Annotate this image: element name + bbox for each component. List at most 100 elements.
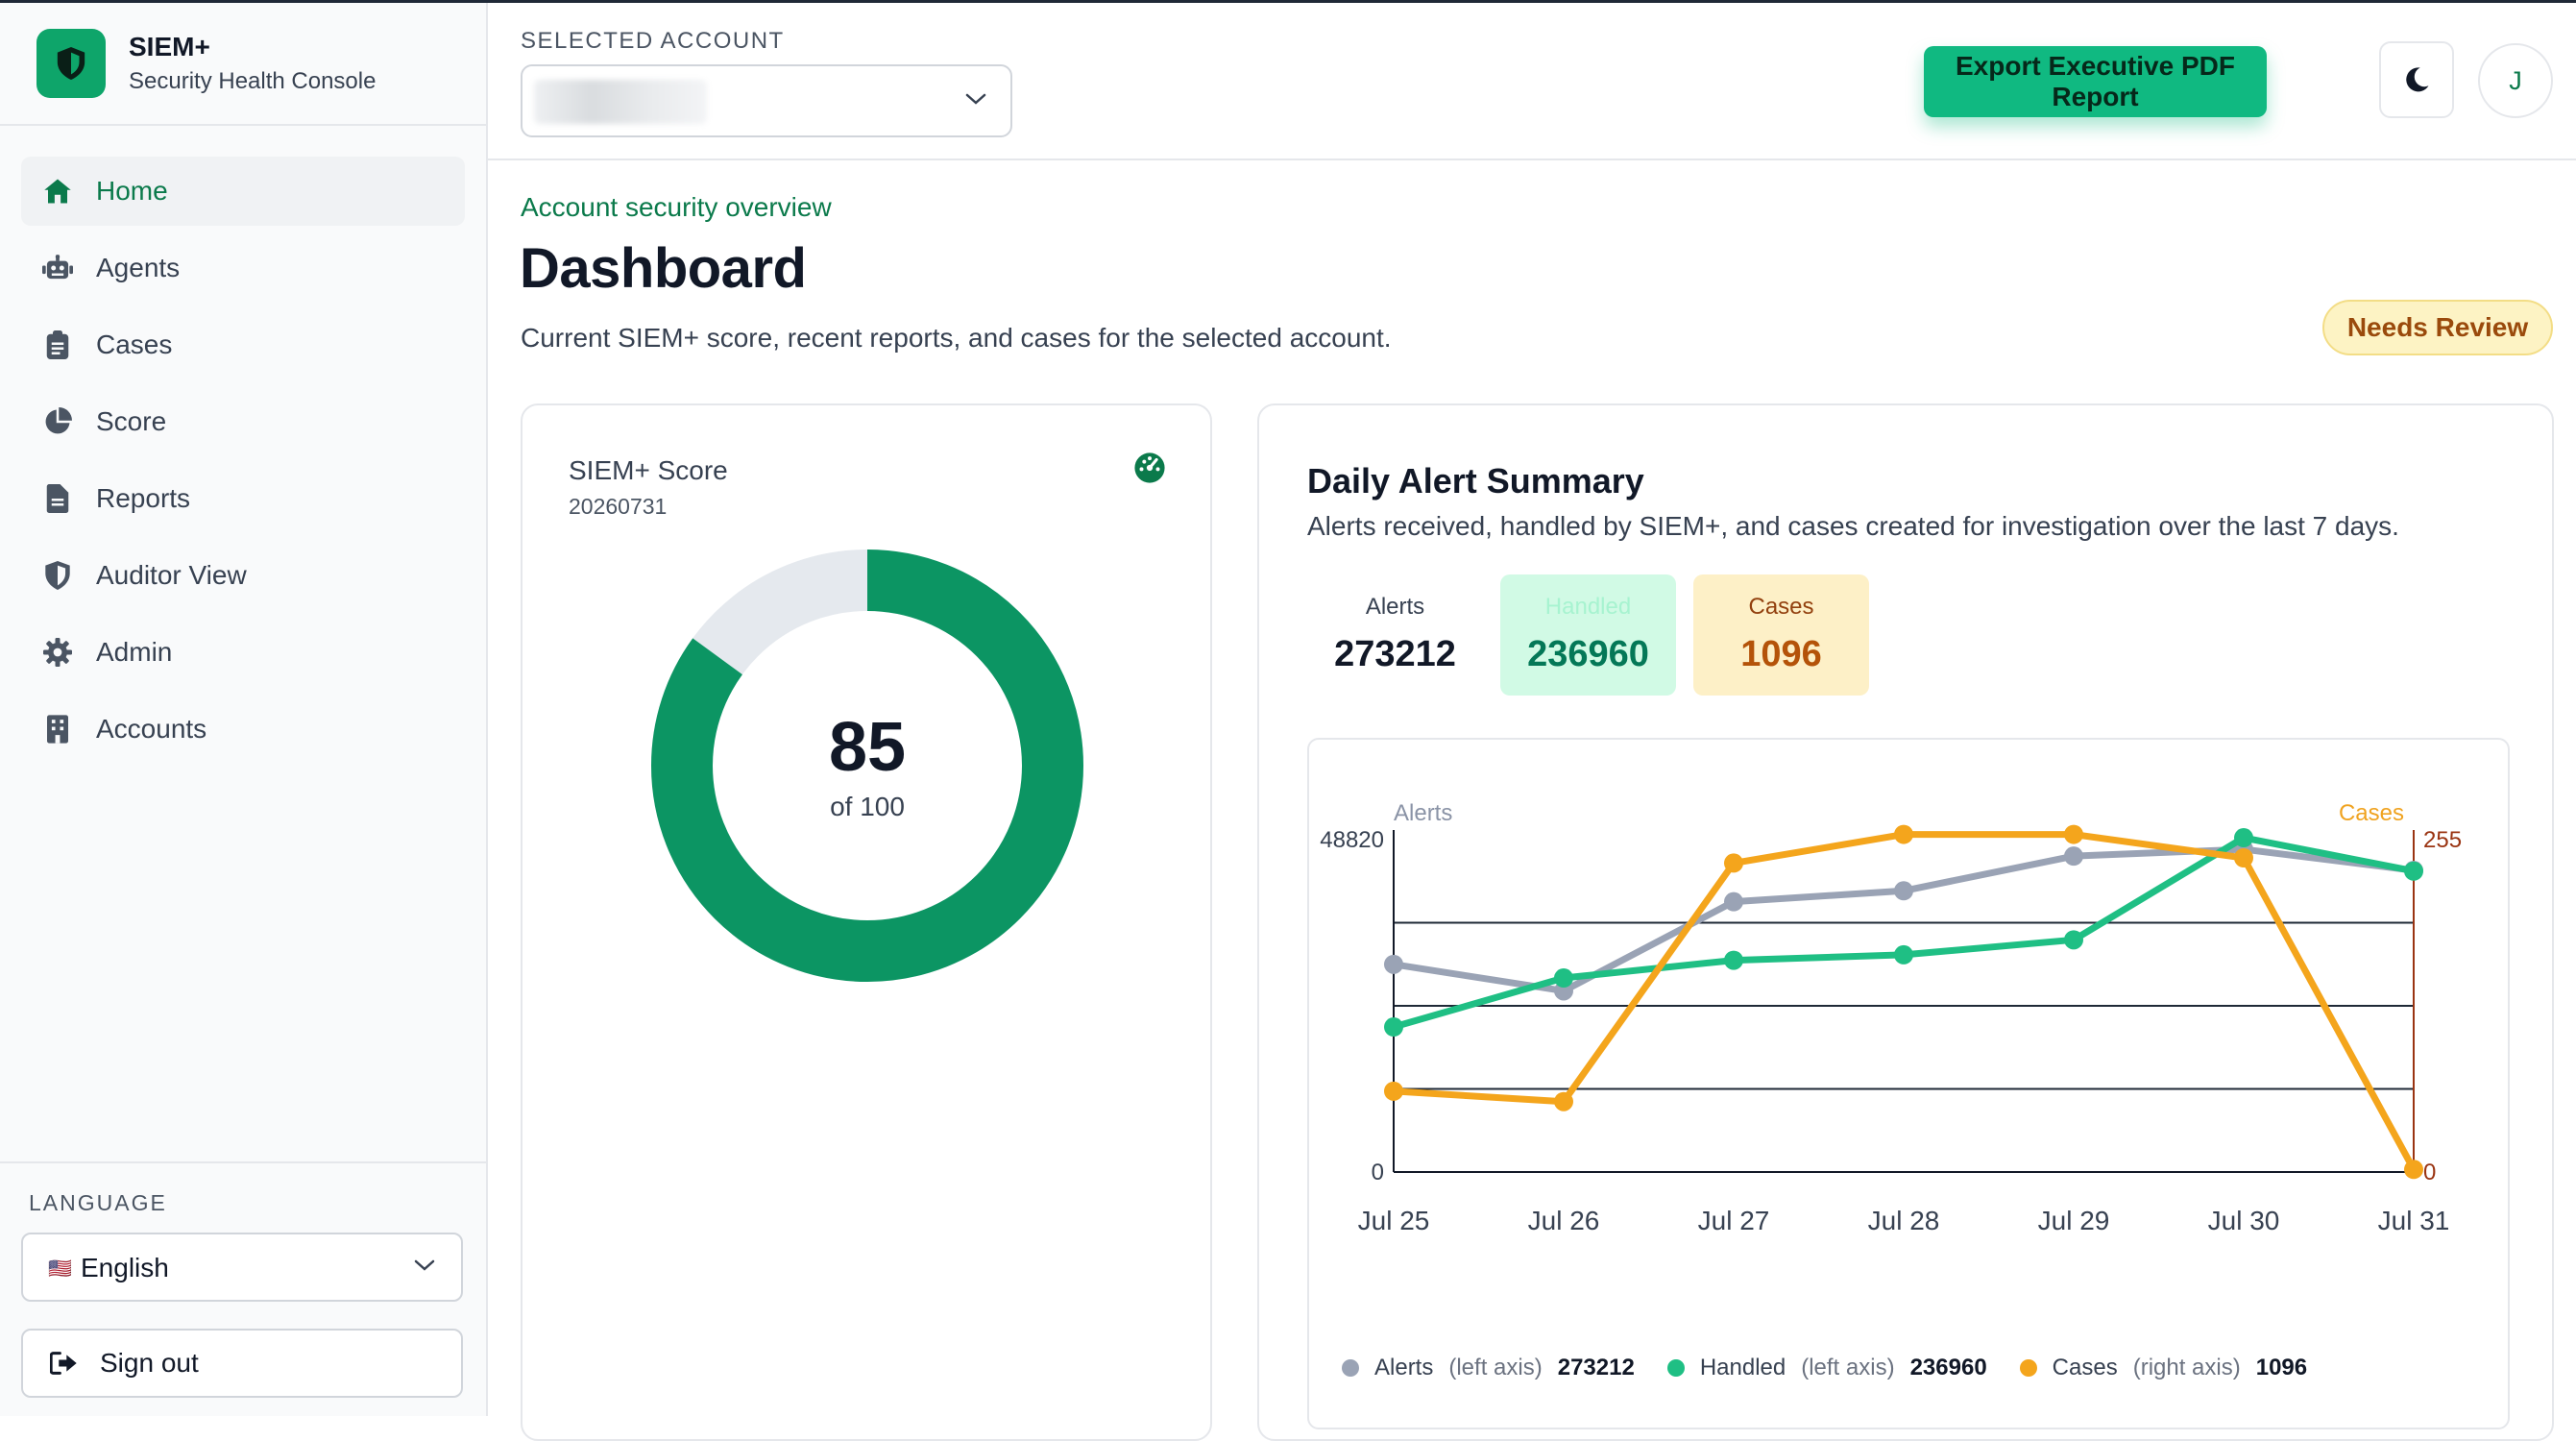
score-title: SIEM+ Score	[569, 455, 728, 485]
left-axis-tick-label: 48820	[1320, 827, 1384, 853]
sign-out-button[interactable]: Sign out	[21, 1329, 463, 1398]
chart-svg: Alerts Cases 48820 0 255 0 Jul 25 Jul 26 Jul 27 J…	[1320, 800, 2462, 1235]
x-axis-tick-label: Jul 29	[2038, 1206, 2110, 1235]
legend-axis: (right axis)	[2132, 1355, 2241, 1380]
score-card: SIEM+ Score 20260731 85 of 100	[521, 403, 1212, 1441]
export-pdf-button[interactable]: Export Executive PDF Report	[1924, 46, 2267, 117]
gear-icon	[40, 635, 75, 670]
robot-icon	[40, 251, 75, 285]
data-point-cases	[1724, 853, 1743, 873]
alert-summary-description: Alerts received, handled by SIEM+, and c…	[1307, 511, 2399, 541]
top-header: SELECTED ACCOUNT Export Executive PDF Re…	[488, 3, 2576, 160]
sidebar-item-label: Score	[96, 406, 167, 436]
alert-line-chart: Alerts Cases 48820 0 255 0 Jul 25 Jul 26 Jul 27 J…	[1307, 738, 2510, 1429]
stat-label: Handled	[1544, 594, 1632, 620]
score-max-label: of 100	[830, 792, 905, 821]
data-point-handled	[2064, 930, 2083, 950]
sidebar-item-label: Auditor View	[96, 560, 247, 590]
stat-value: 236960	[1527, 634, 1649, 674]
sidebar-item-label: Agents	[96, 253, 181, 282]
stat-cases: Cases 1096	[1693, 574, 1869, 696]
stat-alerts: Alerts 273212	[1307, 574, 1483, 696]
right-axis-title: Cases	[2339, 800, 2404, 826]
gauge-icon	[1133, 452, 1166, 489]
user-avatar[interactable]: J	[2478, 43, 2553, 118]
sidebar-item-label: Cases	[96, 330, 173, 359]
home-icon	[40, 174, 75, 208]
legend-item-alerts: Alerts (left axis) 273212	[1342, 1355, 1635, 1381]
score-donut-chart	[651, 550, 1083, 982]
legend-dot	[1342, 1359, 1359, 1377]
x-axis-tick-label: Jul 27	[1698, 1206, 1770, 1235]
score-value: 85	[828, 709, 907, 786]
stat-handled: Handled 236960	[1500, 574, 1676, 696]
data-point-alerts	[1384, 954, 1403, 974]
brand: SIEM+ Security Health Console	[0, 3, 486, 126]
sidebar-item-agents[interactable]: Agents	[21, 233, 465, 303]
language-caption: LANGUAGE	[29, 1190, 167, 1215]
data-point-handled	[2404, 861, 2423, 881]
language-select[interactable]: 🇺🇸 English	[21, 1233, 463, 1302]
language-section: LANGUAGE 🇺🇸 English Sign out	[0, 1161, 486, 1418]
legend-name: Alerts	[1374, 1355, 1434, 1380]
sidebar-item-label: Reports	[96, 483, 191, 513]
data-point-cases	[2404, 1160, 2423, 1180]
x-axis-tick-label: Jul 31	[2378, 1206, 2450, 1235]
legend-name: Cases	[2052, 1355, 2118, 1380]
legend-axis: (left axis)	[1801, 1355, 1895, 1380]
pie-chart-icon	[40, 404, 75, 439]
legend-axis: (left axis)	[1448, 1355, 1543, 1380]
x-axis-tick-label: Jul 30	[2208, 1206, 2280, 1235]
building-icon	[40, 712, 75, 746]
data-point-alerts	[1894, 881, 1913, 901]
x-axis-tick-label: Jul 28	[1868, 1206, 1940, 1235]
data-point-cases	[2064, 824, 2083, 844]
data-point-handled	[1894, 944, 1913, 965]
app-subtitle: Security Health Console	[129, 68, 377, 94]
page-description: Current SIEM+ score, recent reports, and…	[521, 323, 1392, 353]
sidebar-item-admin[interactable]: Admin	[21, 618, 465, 687]
file-icon	[40, 481, 75, 516]
right-axis-tick-label: 255	[2423, 827, 2462, 853]
theme-toggle-button[interactable]	[2379, 41, 2454, 118]
sidebar-item-reports[interactable]: Reports	[21, 464, 465, 533]
sidebar-item-score[interactable]: Score	[21, 387, 465, 456]
data-point-cases	[1384, 1081, 1403, 1101]
language-value: English	[81, 1253, 169, 1282]
stat-label: Alerts	[1365, 594, 1425, 620]
sidebar-item-cases[interactable]: Cases	[21, 310, 465, 379]
data-point-handled	[1724, 950, 1743, 970]
moon-icon	[2402, 65, 2431, 94]
sidebar-nav: Home Agents Cases Score Reports	[21, 157, 465, 771]
x-axis-tick-label: Jul 26	[1528, 1206, 1600, 1235]
chevron-down-icon	[964, 91, 987, 111]
account-select[interactable]	[521, 64, 1012, 137]
score-date: 20260731	[569, 494, 668, 519]
series-line-handled	[1390, 834, 2418, 1031]
page-title: Dashboard	[520, 237, 807, 300]
data-point-alerts	[2064, 846, 2083, 867]
redacted-account-name	[534, 80, 707, 124]
sidebar-item-accounts[interactable]: Accounts	[21, 695, 465, 764]
data-point-cases	[1554, 1091, 1573, 1111]
sidebar-item-auditor-view[interactable]: Auditor View	[21, 541, 465, 610]
legend-total: 1096	[2255, 1355, 2308, 1380]
stat-label: Cases	[1748, 594, 1814, 620]
legend-total: 236960	[1909, 1355, 1987, 1380]
sidebar-item-label: Accounts	[96, 714, 207, 744]
donut-progress-arc	[651, 550, 1083, 982]
left-axis-title: Alerts	[1394, 800, 1452, 826]
data-point-cases	[2234, 847, 2253, 867]
sidebar-item-home[interactable]: Home	[21, 157, 465, 226]
x-axis-tick-label: Jul 25	[1358, 1206, 1430, 1235]
sidebar-item-label: Home	[96, 176, 168, 206]
legend-dot	[2019, 1359, 2037, 1377]
sign-out-label: Sign out	[100, 1348, 199, 1378]
series-line-alerts	[1390, 845, 2418, 994]
app-name: SIEM+	[129, 32, 210, 61]
legend-dot	[1666, 1359, 1685, 1377]
data-point-alerts	[1724, 891, 1743, 912]
right-axis-tick-label: 0	[2423, 1160, 2436, 1185]
alert-summary-title: Daily Alert Summary	[1307, 461, 1644, 501]
sidebar: SIEM+ Security Health Console Home Agent…	[0, 3, 488, 1416]
